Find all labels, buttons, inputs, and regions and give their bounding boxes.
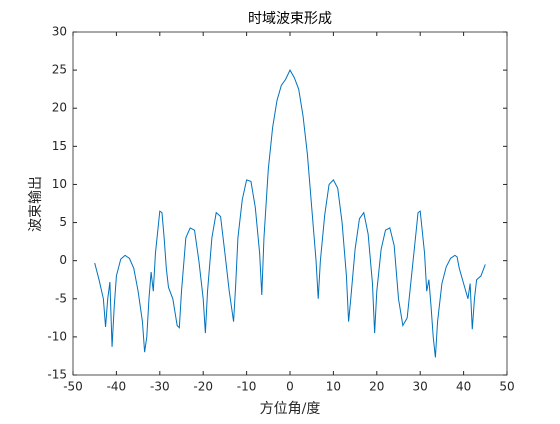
y-tick-label: 25 — [52, 63, 67, 77]
x-tick-label: 20 — [369, 380, 384, 394]
data-line — [94, 69, 486, 358]
y-tick-label: 10 — [52, 177, 67, 191]
y-tick-label: 15 — [52, 139, 67, 153]
x-tick-label: -30 — [150, 380, 170, 394]
y-tick-label: -10 — [47, 329, 67, 343]
x-tick-label: -50 — [63, 380, 83, 394]
x-tick-label: 30 — [413, 380, 428, 394]
y-tick-label: -5 — [55, 291, 67, 305]
y-tick-label: 20 — [52, 101, 67, 115]
chart-title: 时域波束形成 — [248, 11, 332, 27]
y-tick-label: 30 — [52, 25, 67, 39]
x-tick-label: -20 — [193, 380, 213, 394]
y-tick-label: 0 — [59, 253, 67, 267]
x-axis-label: 方位角/度 — [260, 401, 321, 417]
x-tick-label: -10 — [237, 380, 257, 394]
x-tick-label: -40 — [107, 380, 127, 394]
x-tick-label: 50 — [499, 380, 514, 394]
y-axis-label: 波束输出 — [28, 176, 44, 232]
x-tick-label: 40 — [456, 380, 471, 394]
x-tick-label: 10 — [326, 380, 341, 394]
axes-box — [72, 31, 508, 376]
y-tick-label: 5 — [59, 215, 67, 229]
x-tick-label: 0 — [286, 380, 294, 394]
y-tick-label: -15 — [47, 368, 67, 382]
